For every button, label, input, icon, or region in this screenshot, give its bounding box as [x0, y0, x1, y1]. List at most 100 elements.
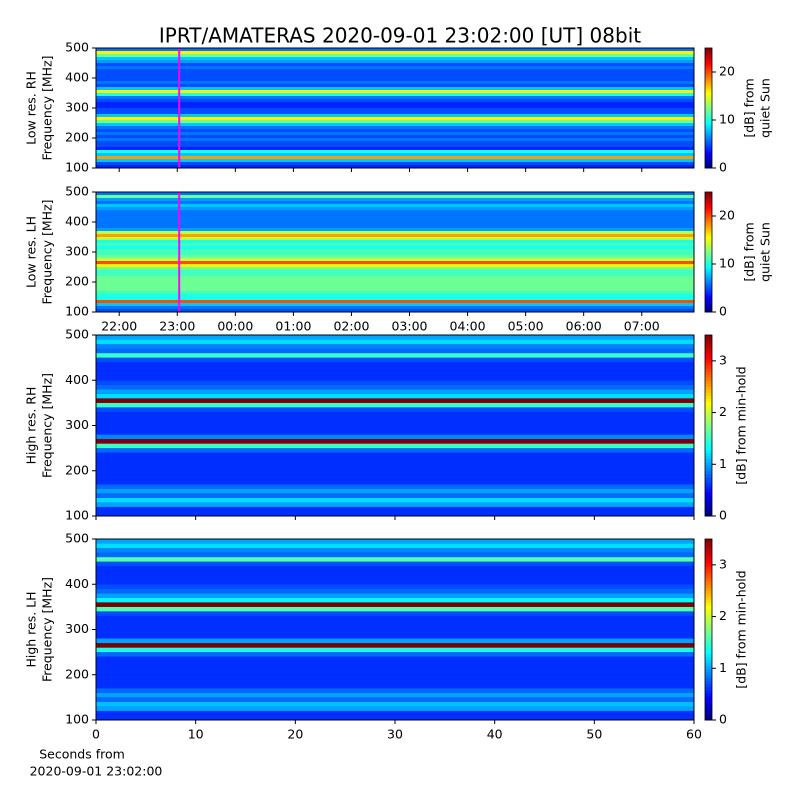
heatmap-row — [96, 506, 694, 512]
heatmap-row — [96, 297, 694, 300]
colorbar-segment — [705, 144, 712, 147]
x-tick-label: 50 — [586, 727, 602, 742]
heatmap-row — [96, 96, 694, 99]
heatmap-row — [96, 234, 694, 237]
y-tick-label: 300 — [65, 621, 89, 636]
heatmap-row — [96, 692, 694, 698]
heatmap-row — [96, 602, 694, 607]
colorbar-segment — [705, 256, 712, 259]
colorbar-segment — [705, 96, 712, 99]
colorbar-segment — [705, 310, 712, 313]
colorbar-tick-label: 0 — [719, 160, 727, 175]
heatmap-row — [96, 452, 694, 458]
heatmap-row — [96, 416, 694, 421]
colorbar-segment — [705, 154, 712, 157]
heatmap-row — [96, 285, 694, 288]
heatmap-row — [96, 688, 694, 693]
heatmap-row — [96, 105, 694, 108]
heatmap-row — [96, 579, 694, 585]
heatmap-row — [96, 611, 694, 616]
colorbar-segment — [705, 377, 712, 381]
colorbar-segment — [705, 602, 712, 606]
heatmap-row — [96, 93, 694, 96]
heatmap-row — [96, 222, 694, 225]
y-axis-label: Low res. RH — [24, 71, 39, 145]
colorbar-segment — [705, 282, 712, 285]
heatmap-row — [96, 192, 694, 195]
colorbar-segment — [705, 292, 712, 295]
colorbar-segment — [705, 461, 712, 466]
heatmap-row — [96, 252, 694, 255]
colorbar-segment — [705, 206, 712, 209]
x-tick-label: 10 — [188, 727, 204, 742]
colorbar-segment — [705, 302, 712, 305]
y-tick-label: 500 — [65, 40, 89, 55]
heatmap-row — [96, 652, 694, 657]
heatmap-row — [96, 597, 694, 603]
colorbar-segment — [705, 150, 712, 153]
heatmap-row — [96, 683, 694, 689]
y-axis-label: Frequency [MHz] — [40, 577, 55, 682]
heatmap-row — [96, 701, 694, 707]
colorbar-segment — [705, 208, 712, 211]
colorbar-segment — [705, 686, 712, 691]
colorbar-frame — [704, 47, 713, 169]
heatmap-row — [96, 63, 694, 66]
colorbar-segment — [705, 108, 712, 111]
colorbar-segment — [705, 220, 712, 223]
colorbar-segment — [705, 66, 712, 69]
heatmap-row — [96, 425, 694, 431]
heatmap-row — [96, 615, 694, 621]
heatmap-row — [96, 539, 694, 544]
x-tick-label: 03:00 — [391, 319, 427, 334]
colorbar-segment — [705, 581, 712, 585]
colorbar-segment — [705, 272, 712, 275]
colorbar-segment — [705, 353, 712, 357]
colorbar-segment — [705, 545, 712, 549]
heatmap-row — [96, 543, 694, 549]
colorbar-segment — [705, 464, 712, 469]
heatmap-row — [96, 279, 694, 282]
colorbar-segment — [705, 587, 712, 591]
colorbar-segment — [705, 112, 712, 115]
heatmap-row — [96, 634, 694, 639]
heatmap-row — [96, 237, 694, 240]
x-axis-label: Seconds from — [39, 747, 125, 762]
y-tick-label: 200 — [65, 462, 89, 477]
heatmap-row — [96, 249, 694, 252]
colorbar-segment — [705, 584, 712, 588]
colorbar-segment — [705, 437, 712, 442]
colorbar-tick-label: 0 — [719, 508, 727, 523]
colorbar-segment — [705, 288, 712, 291]
colorbar-segment — [705, 680, 712, 685]
colorbar-segment — [705, 551, 712, 555]
colorbar-segment — [705, 509, 712, 514]
heatmap-row — [96, 493, 694, 498]
colorbar-segment — [705, 494, 712, 499]
colorbar-segment — [705, 500, 712, 505]
heatmap-row — [96, 273, 694, 276]
colorbar-segment — [705, 410, 712, 414]
colorbar-segment — [705, 130, 712, 133]
colorbar-segment — [705, 605, 712, 609]
colorbar-segment — [705, 136, 712, 139]
colorbar-segment — [705, 413, 712, 417]
colorbar-segment — [705, 431, 712, 436]
colorbar-segment — [705, 48, 712, 51]
colorbar-segment — [705, 202, 712, 205]
colorbar-segment — [705, 82, 712, 85]
colorbar-segment — [705, 224, 712, 227]
colorbar-segment — [705, 214, 712, 217]
colorbar-segment — [705, 596, 712, 600]
colorbar-segment — [705, 569, 712, 573]
colorbar-segment — [705, 300, 712, 303]
colorbar-segment — [705, 632, 712, 637]
heatmap-row — [96, 132, 694, 135]
x-tick-label: 01:00 — [275, 319, 311, 334]
colorbar-segment — [705, 242, 712, 245]
heatmap-row — [96, 457, 694, 462]
heatmap-row — [96, 150, 694, 153]
colorbar-segment — [705, 238, 712, 241]
colorbar-segment — [705, 90, 712, 93]
colorbar-segment — [705, 64, 712, 67]
